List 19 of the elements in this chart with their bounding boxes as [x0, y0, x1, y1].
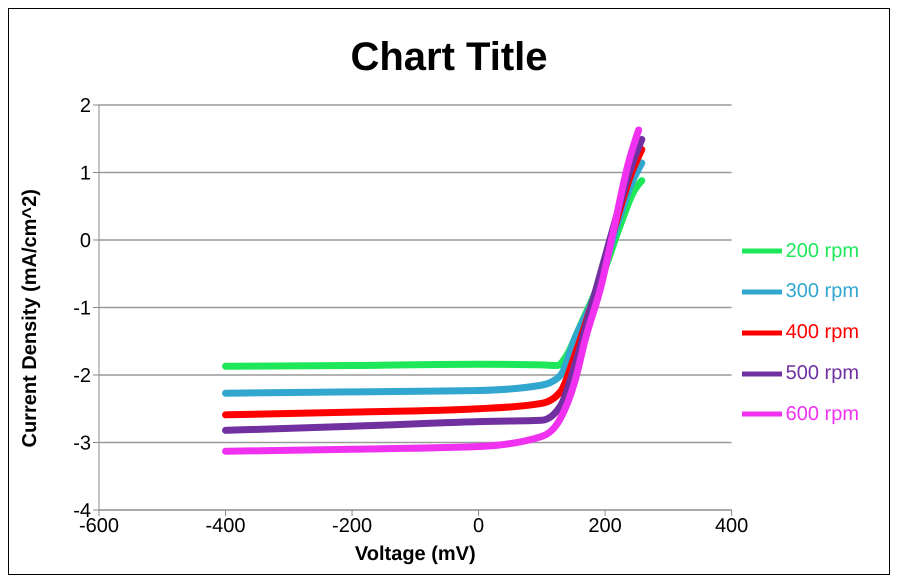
legend-label: 200 rpm — [786, 240, 859, 262]
y-tick-label: 1 — [80, 162, 91, 185]
x-tick-label: 0 — [473, 515, 484, 538]
y-tick-label: -2 — [73, 365, 91, 388]
x-tick-label: 200 — [588, 515, 622, 538]
x-tick-label: 400 — [714, 515, 748, 538]
legend-label: 500 rpm — [786, 362, 859, 384]
legend-label: 600 rpm — [786, 402, 859, 425]
legend-label: 400 rpm — [786, 321, 859, 344]
chart-title: Chart Title — [349, 35, 549, 81]
x-tick-label: -400 — [206, 515, 246, 538]
y-tick-label: -1 — [73, 298, 91, 320]
y-tick-label: 2 — [80, 95, 91, 118]
y-axis-title: Current Density (mA/cm^2) — [19, 189, 42, 448]
legend-label: 300 rpm — [786, 280, 859, 302]
y-tick-label: 0 — [80, 230, 91, 252]
x-tick-label: -200 — [332, 515, 372, 538]
x-axis-title: Voltage (mV) — [354, 543, 476, 565]
y-tick-label: -3 — [73, 432, 91, 455]
